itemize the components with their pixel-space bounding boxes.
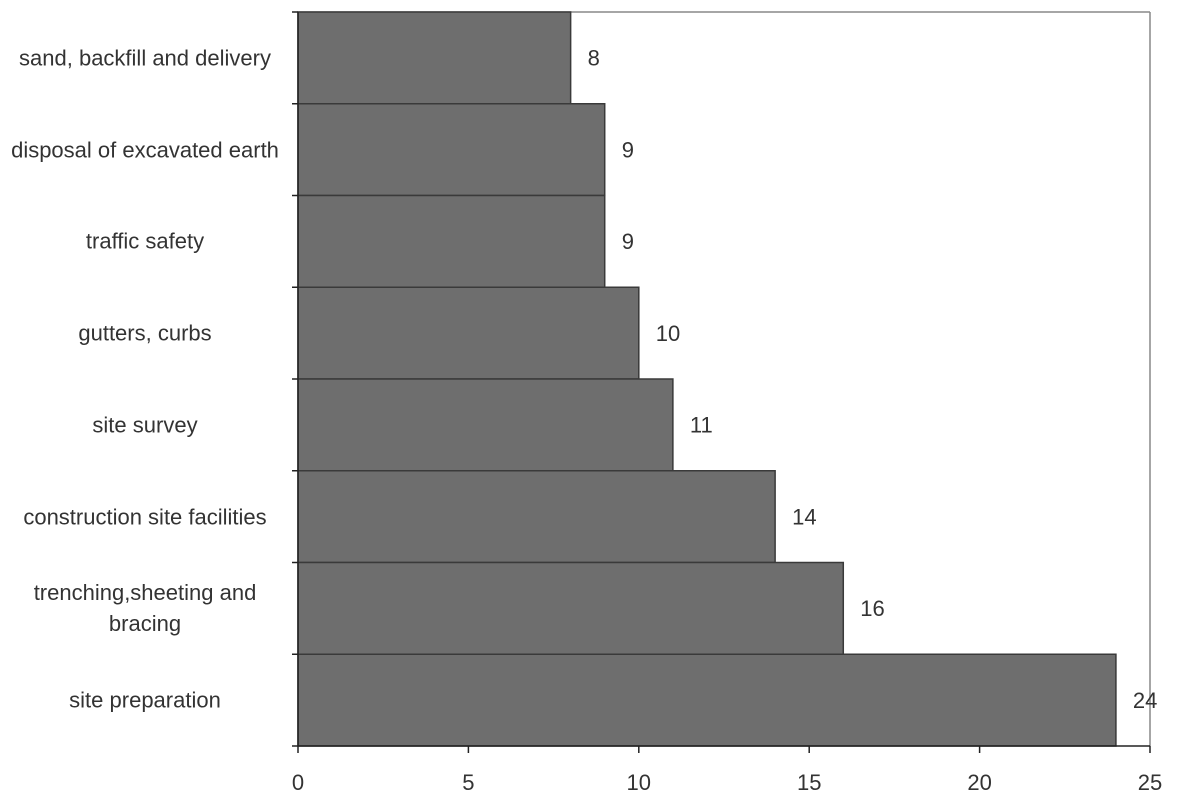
y-tick-label: traffic safety	[85, 228, 205, 254]
y-tick-label: disposal of excavated earth	[11, 137, 279, 163]
bar	[297, 561, 845, 655]
value-label: 11	[690, 413, 713, 438]
value-label: 8	[588, 46, 600, 71]
value-label: 9	[622, 137, 634, 162]
value-label: 24	[1133, 688, 1157, 713]
y-tick-label: sand, backfill and delivery	[19, 45, 271, 71]
x-tick-label: 5	[462, 770, 474, 795]
bar	[297, 470, 776, 564]
y-tick-label: construction site facilities	[23, 504, 267, 530]
x-tick-label: 15	[797, 770, 821, 795]
y-tick-label: site survey	[92, 412, 198, 438]
y-tick-label: trenching,sheeting and bracing	[33, 580, 257, 637]
y-tick-label: site preparation	[69, 687, 221, 713]
value-label: 9	[622, 229, 634, 254]
value-label: 16	[860, 596, 884, 621]
value-label: 10	[656, 321, 680, 346]
x-tick-label: 25	[1138, 770, 1162, 795]
bar	[297, 378, 674, 472]
x-tick-label: 20	[967, 770, 991, 795]
value-label: 14	[792, 504, 816, 529]
bar	[297, 103, 606, 197]
bar	[297, 653, 1117, 747]
x-tick-label: 10	[627, 770, 651, 795]
x-tick-label: 0	[292, 770, 304, 795]
y-tick-label: gutters, curbs	[78, 320, 212, 346]
bar	[297, 11, 572, 105]
bar	[297, 286, 640, 380]
bar	[297, 194, 606, 288]
